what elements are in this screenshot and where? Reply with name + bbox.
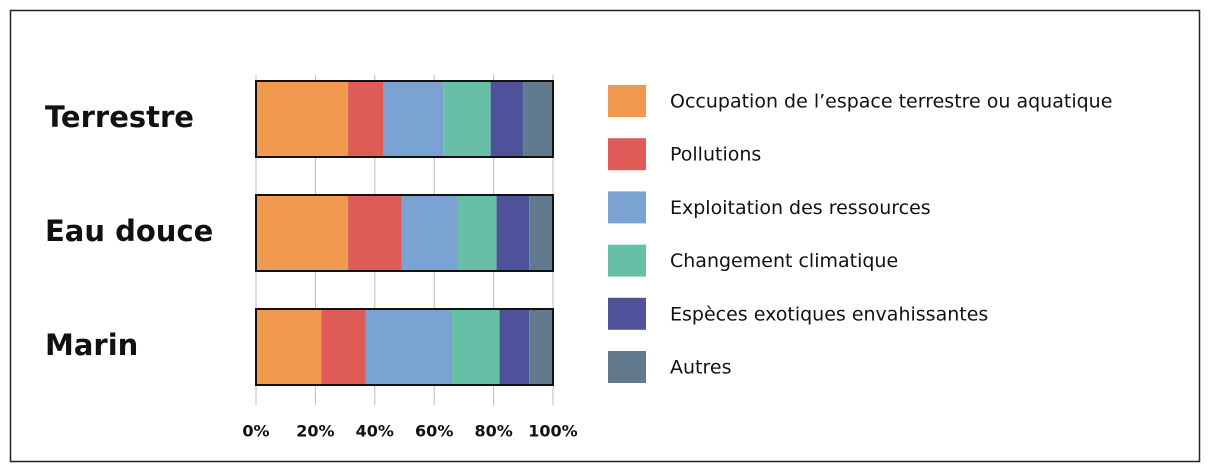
frame [9,9,1201,463]
bar-segment [401,195,458,271]
legend-label: Autres [670,357,731,379]
bar-segment [321,309,366,385]
legend-label: Exploitation des ressources [670,197,931,219]
bar-segment [452,309,500,385]
bar-segment [457,195,497,271]
x-tick-label: 60% [415,422,453,441]
legend-label: Changement climatique [670,250,898,272]
bar-segment [348,81,384,157]
category-label: Eau douce [45,214,213,248]
bar-segment [496,195,530,271]
x-tick-label: 80% [474,422,512,441]
legend-swatch [608,85,646,117]
bar-outline [255,80,554,158]
bar-segment [490,81,524,157]
legend-label: Occupation de l’espace terrestre ou aqua… [670,91,1112,113]
bar-segment [529,195,553,271]
x-tick-label: 20% [296,422,334,441]
bar-segment [499,309,530,385]
legend-swatch [608,297,646,330]
legend-swatch [608,351,646,383]
legend-label: Espèces exotiques envahissantes [670,303,988,325]
bar-outline [255,308,554,386]
bar-segment [529,309,553,385]
x-tick-label: 100% [528,422,577,441]
bar-segment [348,195,402,271]
bar-segment [256,309,322,385]
x-tick-label: 0% [242,422,269,441]
category-label: Marin [45,328,138,362]
category-label: Terrestre [45,100,194,134]
bar-segment [365,309,453,385]
bar-segment [443,81,491,157]
legend-swatch [608,138,646,171]
legend-swatch [608,244,646,277]
x-tick-label: 40% [356,422,394,441]
legend-label: Pollutions [670,144,761,166]
bar-segment [256,81,349,157]
legend-swatch [608,191,646,224]
bar-outline [255,194,554,272]
bar-segment [256,195,349,271]
bar-segment [523,81,553,157]
bar-segment [383,81,444,157]
